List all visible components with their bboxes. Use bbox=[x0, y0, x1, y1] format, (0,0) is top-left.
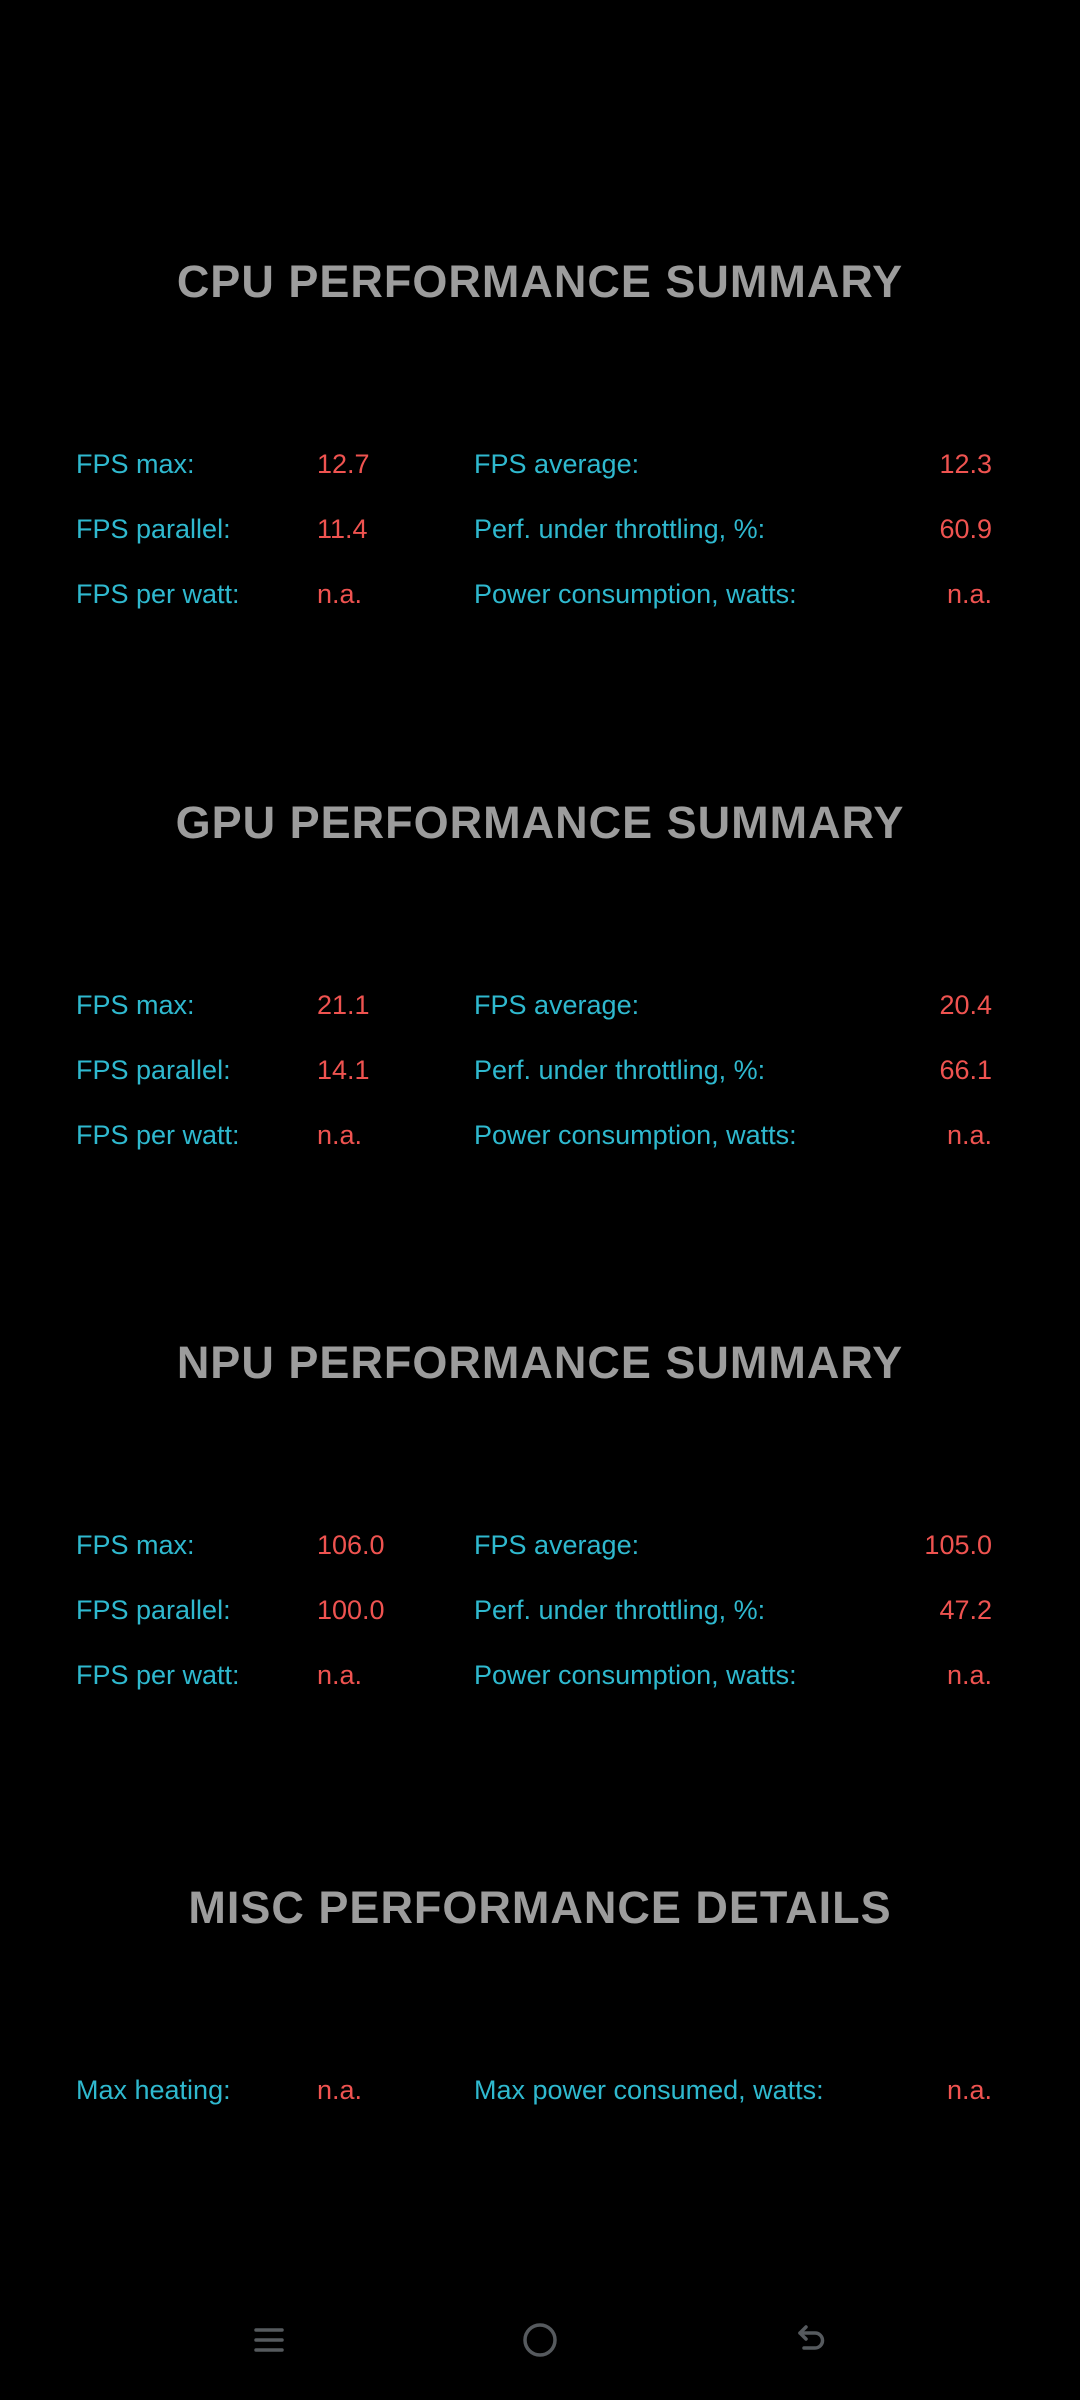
stat-row: FPS parallel: 11.4 Perf. under throttlin… bbox=[76, 497, 992, 562]
stat-value: n.a. bbox=[946, 579, 992, 609]
stat-label: FPS max: bbox=[76, 449, 195, 479]
misc-stats: Max heating: n.a. Max power consumed, wa… bbox=[0, 2058, 1080, 2123]
stat-label: FPS per watt: bbox=[76, 1120, 240, 1150]
stat-value: 12.7 bbox=[317, 449, 370, 479]
stat-row: FPS per watt: n.a. Power consumption, wa… bbox=[76, 1643, 992, 1708]
stat-value: n.a. bbox=[946, 1120, 992, 1150]
stat-row: FPS max: 12.7 FPS average: 12.3 bbox=[76, 432, 992, 497]
home-button[interactable] bbox=[516, 2316, 564, 2364]
stat-label: Power consumption, watts: bbox=[474, 579, 797, 609]
stat-value: 21.1 bbox=[317, 990, 370, 1020]
stat-value: 60.9 bbox=[939, 514, 992, 544]
stat-label: FPS average: bbox=[474, 990, 640, 1020]
section-title-npu: NPU PERFORMANCE SUMMARY bbox=[176, 1337, 904, 1388]
stat-value: 100.0 bbox=[317, 1595, 385, 1625]
stat-label: Power consumption, watts: bbox=[474, 1660, 797, 1690]
stat-row: FPS parallel: 100.0 Perf. under throttli… bbox=[76, 1578, 992, 1643]
stat-label: Perf. under throttling, %: bbox=[474, 1055, 766, 1085]
stat-row: FPS max: 106.0 FPS average: 105.0 bbox=[76, 1513, 992, 1578]
gpu-stats: FPS max: 21.1 FPS average: 20.4 FPS para… bbox=[0, 973, 1080, 1168]
stat-label: FPS max: bbox=[76, 990, 195, 1020]
stat-row: FPS per watt: n.a. Power consumption, wa… bbox=[76, 1103, 992, 1168]
stat-value: 106.0 bbox=[317, 1530, 385, 1560]
stat-row: FPS per watt: n.a. Power consumption, wa… bbox=[76, 562, 992, 627]
npu-stats: FPS max: 106.0 FPS average: 105.0 FPS pa… bbox=[0, 1513, 1080, 1708]
section-cpu: CPU PERFORMANCE SUMMARY FPS max: 12.7 FP… bbox=[0, 252, 1080, 627]
section-title-cpu: CPU PERFORMANCE SUMMARY bbox=[176, 256, 904, 307]
stat-label: Perf. under throttling, %: bbox=[474, 1595, 766, 1625]
stat-label: FPS max: bbox=[76, 1530, 195, 1560]
stat-value: n.a. bbox=[946, 1660, 992, 1690]
stat-value: 14.1 bbox=[317, 1055, 370, 1085]
stat-value: 11.4 bbox=[317, 514, 368, 544]
section-title-misc: MISC PERFORMANCE DETAILS bbox=[188, 1882, 892, 1933]
stat-value: 66.1 bbox=[939, 1055, 992, 1085]
stat-label: FPS per watt: bbox=[76, 579, 240, 609]
stat-value: n.a. bbox=[317, 1660, 363, 1690]
stat-value: 47.2 bbox=[939, 1595, 992, 1625]
stat-label: Max heating: bbox=[76, 2075, 231, 2105]
stat-label: Max power consumed, watts: bbox=[474, 2075, 824, 2105]
stat-label: Perf. under throttling, %: bbox=[474, 514, 766, 544]
stat-label: FPS parallel: bbox=[76, 1055, 231, 1085]
stat-label: Power consumption, watts: bbox=[474, 1120, 797, 1150]
recents-menu-button[interactable] bbox=[245, 2316, 293, 2364]
stat-value: 12.3 bbox=[939, 449, 992, 479]
stat-value: 20.4 bbox=[939, 990, 992, 1020]
stat-label: FPS average: bbox=[474, 449, 640, 479]
stat-row: Max heating: n.a. Max power consumed, wa… bbox=[76, 2058, 992, 2123]
stat-label: FPS average: bbox=[474, 1530, 640, 1560]
back-icon bbox=[798, 2325, 825, 2350]
stat-row: FPS parallel: 14.1 Perf. under throttlin… bbox=[76, 1038, 992, 1103]
stat-label: FPS parallel: bbox=[76, 1595, 231, 1625]
stat-label: FPS parallel: bbox=[76, 514, 231, 544]
stat-value: n.a. bbox=[946, 2075, 992, 2105]
stat-value: n.a. bbox=[317, 579, 363, 609]
stat-label: FPS per watt: bbox=[76, 1660, 240, 1690]
section-title-gpu: GPU PERFORMANCE SUMMARY bbox=[175, 797, 905, 848]
android-navigation-bar bbox=[0, 2290, 1080, 2390]
back-button[interactable] bbox=[787, 2316, 835, 2364]
section-gpu: GPU PERFORMANCE SUMMARY FPS max: 21.1 FP… bbox=[0, 793, 1080, 1168]
stat-value: n.a. bbox=[317, 1120, 363, 1150]
section-npu: NPU PERFORMANCE SUMMARY FPS max: 106.0 F… bbox=[0, 1333, 1080, 1708]
section-misc: MISC PERFORMANCE DETAILS Max heating: n.… bbox=[0, 1878, 1080, 2123]
stat-value: 105.0 bbox=[924, 1530, 992, 1560]
menu-icon bbox=[254, 2328, 284, 2352]
stat-row: FPS max: 21.1 FPS average: 20.4 bbox=[76, 973, 992, 1038]
home-icon bbox=[523, 2323, 557, 2357]
cpu-stats: FPS max: 12.7 FPS average: 12.3 FPS para… bbox=[0, 432, 1080, 627]
stat-value: n.a. bbox=[317, 2075, 363, 2105]
